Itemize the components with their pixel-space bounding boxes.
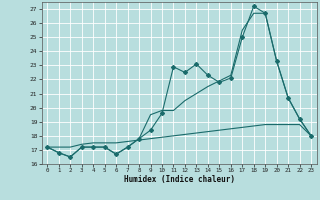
X-axis label: Humidex (Indice chaleur): Humidex (Indice chaleur) xyxy=(124,175,235,184)
